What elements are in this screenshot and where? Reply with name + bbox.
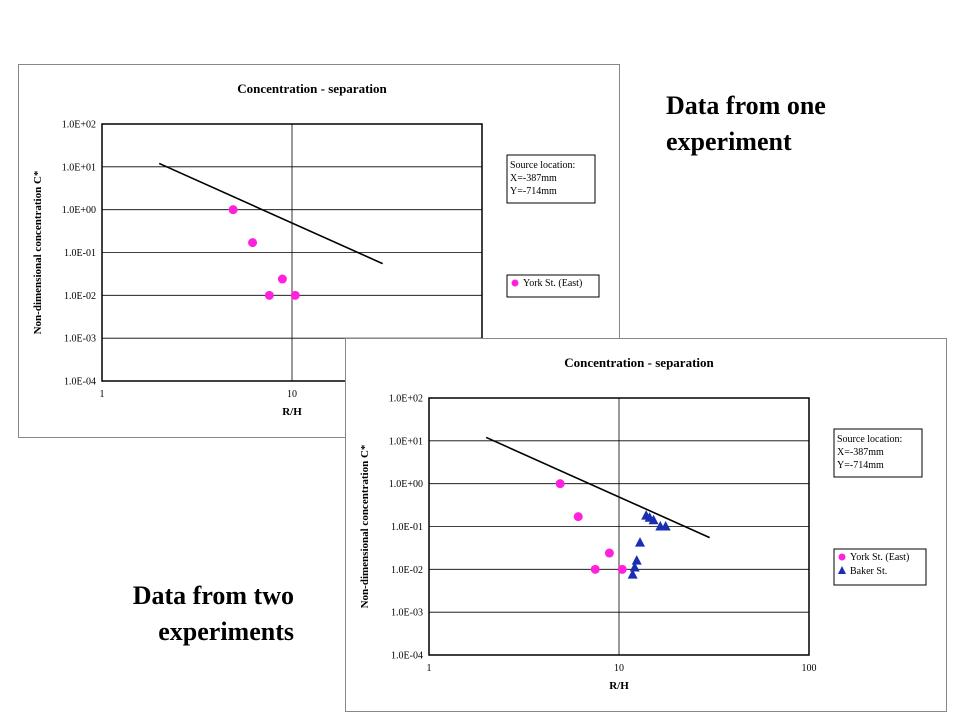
x-tick-label: 10 (614, 663, 624, 674)
data-point-york (248, 238, 258, 248)
y-axis-label: Non-dimensional concentration C* (359, 444, 371, 608)
y-tick-label: 1.0E+00 (62, 205, 96, 216)
data-point-york (264, 290, 274, 300)
y-tick-label: 1.0E-04 (391, 651, 423, 662)
data-point-baker (660, 521, 671, 531)
y-tick-label: 1.0E-03 (391, 608, 423, 619)
source-location-line: Y=-714mm (837, 460, 884, 471)
data-point-baker (629, 562, 640, 572)
caption-two-line-2: experiments (158, 617, 294, 646)
source-location-line: Y=-714mm (510, 186, 557, 197)
caption-one-line-1: Data from one (666, 91, 826, 120)
caption-two-experiments: Data from two experiments (60, 578, 294, 650)
data-point-york (277, 274, 287, 284)
caption-two-line-1: Data from two (132, 581, 294, 610)
y-tick-label: 1.0E+02 (62, 120, 96, 131)
caption-one-line-2: experiment (666, 127, 792, 156)
x-axis-label: R/H (609, 680, 629, 692)
y-tick-label: 1.0E-01 (64, 248, 96, 259)
caption-one-experiment: Data from one experiment (666, 88, 826, 160)
y-tick-label: 1.0E+01 (389, 436, 423, 447)
source-location-line: Source location: (510, 160, 575, 171)
source-location-line: Source location: (837, 434, 902, 445)
chart-panel-one: Concentration - separation 1.0E-04 1.0E-03… (18, 64, 620, 438)
data-point-york (604, 548, 614, 558)
legend-label: York St. (East) (523, 278, 582, 289)
y-axis-label: Non-dimensional concentration C* (32, 170, 44, 334)
y-tick-label: 1.0E-01 (391, 522, 423, 533)
legend-marker-york (838, 553, 846, 561)
y-tick-label: 1.0E+00 (389, 479, 423, 490)
x-tick-label: 100 (802, 663, 817, 674)
data-point-york (617, 564, 627, 574)
source-location-line: X=-387mm (510, 173, 557, 184)
chart-title: Concentration - separation (564, 355, 714, 370)
data-point-york (228, 205, 238, 215)
data-point-york (290, 290, 300, 300)
legend-box (833, 548, 927, 586)
y-tick-label: 1.0E-02 (391, 565, 423, 576)
x-tick-label: 10 (287, 389, 297, 400)
source-location-line: X=-387mm (837, 447, 884, 458)
legend-label: York St. (East) (850, 552, 909, 563)
legend-box (506, 274, 600, 298)
chart-title: Concentration - separation (237, 81, 387, 96)
x-tick-label: 1 (427, 663, 432, 674)
data-point-baker (635, 537, 646, 547)
y-tick-label: 1.0E-02 (64, 291, 96, 302)
data-point-york (590, 564, 600, 574)
y-tick-label: 1.0E-04 (64, 377, 96, 388)
data-point-york (555, 479, 565, 489)
x-tick-label: 1 (100, 389, 105, 400)
source-location-box (833, 428, 923, 478)
legend-marker-baker (838, 566, 846, 574)
y-tick-label: 1.0E-03 (64, 334, 96, 345)
data-point-york (573, 512, 583, 522)
data-point-baker (631, 555, 642, 565)
y-tick-label: 1.0E+01 (62, 162, 96, 173)
y-tick-label: 1.0E+02 (389, 394, 423, 405)
chart-two-experiments: Concentration - separation 1.0E-04 1.0E-03… (359, 355, 927, 692)
trend-line (485, 436, 710, 539)
trend-line (158, 162, 383, 265)
source-location-box (506, 154, 596, 204)
legend-marker-york (511, 279, 519, 287)
data-point-baker (627, 569, 638, 579)
x-axis-label: R/H (282, 406, 302, 418)
chart-panel-two: Concentration - separation 1.0E-04 1.0E-03… (345, 338, 947, 712)
data-point-baker (648, 514, 659, 525)
legend-label: Baker St. (850, 566, 887, 577)
